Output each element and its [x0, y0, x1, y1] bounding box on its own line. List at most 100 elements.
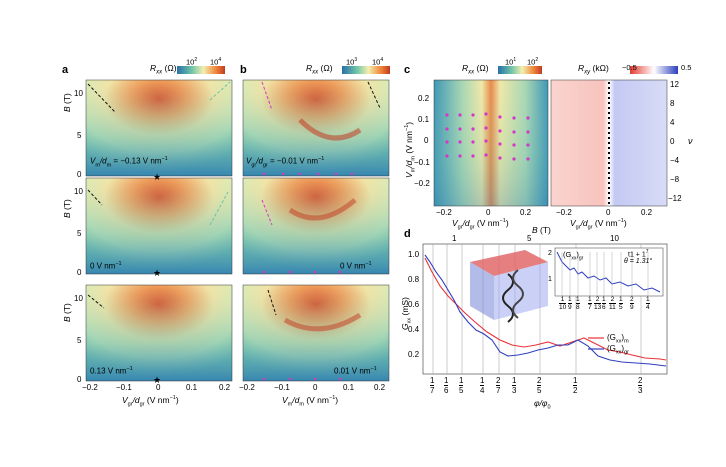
panel-c-right-xtick-1: −0.2 — [556, 208, 572, 217]
panel-c-ytick-4: −0.1 — [414, 158, 430, 167]
panel-a-mid-ytick-5: 5 — [77, 229, 82, 238]
panel-b-xtick-3: 0 — [313, 383, 318, 392]
legend-item-gxx-m: (Gxx)m — [607, 333, 629, 345]
panel-c-y-label: Vm/dm (V nm−1) — [404, 121, 417, 178]
panel-c-right-xtick-2: 0 — [606, 208, 611, 217]
panel-c-ytick-5: −0.2 — [414, 179, 430, 188]
panel-b-xtick-5: 0.2 — [374, 383, 386, 392]
panel-c-right-xtick-3: 0.2 — [641, 208, 653, 217]
panel-a-top-ytick-5: 5 — [77, 131, 82, 140]
panel-a-xtick-5: 0.2 — [219, 383, 231, 392]
panel-a-bot-ytick-0: 0 — [77, 375, 82, 384]
panel-a-colorbar-tick-high: 104 — [210, 57, 222, 67]
panel-d-ytick-2: 0.8 — [408, 275, 420, 284]
panel-a-top-ytick-0: 0 — [77, 170, 82, 179]
panel-c-right-colorbar — [630, 66, 678, 74]
panel-b-xtick-1: −0.2 — [239, 383, 255, 392]
panel-a-bot-ytick-5: 5 — [77, 336, 82, 345]
panel-a-xtick-1: −0.2 — [82, 383, 98, 392]
panel-d-top-axis-label: B (T) — [532, 225, 551, 235]
panel-c-left-xtick-1: −0.2 — [436, 208, 452, 217]
panel-a-mid-ytick-0: 0 — [77, 268, 82, 277]
inset-frac-1: 1 10 — [559, 296, 567, 311]
panel-d-top-tick-2: 5 — [527, 234, 532, 243]
inset-twist-label: t1 + 17 — [628, 249, 649, 259]
panel-b-colorbar-tick-high: 104 — [372, 57, 384, 67]
panel-b-colorbar-tick-low: 103 — [346, 57, 358, 67]
panel-c-plots — [433, 79, 668, 207]
panel-c-right-cb-tick-low: −0.5 — [622, 63, 637, 72]
panel-letter-d: d — [404, 228, 411, 240]
panel-a-colorbar — [177, 66, 225, 74]
inset-ytick-1: 1 — [548, 276, 552, 283]
panel-d-plot — [422, 243, 668, 375]
panel-c-nu-tick-6: −8 — [670, 175, 680, 184]
panel-a-plots: ★ ★ ★ — [85, 79, 233, 385]
panel-c-right-x-label: Vgr/dgr (V nm−1) — [570, 218, 627, 231]
panel-c-right-cb-tick-high: 0.5 — [681, 63, 692, 72]
panel-c-left-x-label: Vgr/dgr (V nm−1) — [452, 218, 509, 231]
panel-c-nu-label: ν — [688, 136, 693, 146]
panel-b-mid-field-label: 0 V nm−1 — [340, 261, 372, 271]
panel-b-colorbar — [342, 66, 390, 74]
panel-c-nu-tick-2: 8 — [670, 99, 675, 108]
panel-c-right-colorbar-title: Rxy (kΩ) — [578, 63, 609, 76]
panel-a-y-label-top: B (T) — [62, 93, 72, 112]
svg-text:★: ★ — [153, 268, 161, 278]
panel-c-nu-tick-1: 12 — [670, 80, 679, 89]
panel-letter-a: a — [62, 64, 69, 76]
panel-c-nu-tick-4: 0 — [670, 137, 675, 146]
svg-text:★: ★ — [153, 172, 161, 182]
panel-b-top-field-label: Vgr/dgr = −0.01 V nm−1 — [246, 156, 325, 169]
panel-c-nu-tick-3: 4 — [670, 118, 675, 127]
panel-c-left-colorbar-title: Rxx (Ω) — [462, 63, 489, 76]
legend-item-gxx-gr: (Gxx)gr — [607, 344, 629, 356]
panel-d-top-tick-1: 1 — [452, 234, 457, 243]
panel-a-mid-ytick-10: 10 — [74, 187, 83, 196]
panel-letter-b: b — [240, 64, 247, 76]
panel-c-nu-tick-7: −12 — [668, 194, 682, 203]
panel-c-left-xtick-2: 0 — [486, 208, 491, 217]
panel-c-ytick-1: 0.2 — [418, 94, 430, 103]
inset-frac-7: 2 11 — [609, 296, 616, 311]
panel-c-left-colorbar — [498, 66, 542, 74]
panel-b-xtick-2: −0.1 — [274, 383, 290, 392]
panel-a-top-field-label: Vm/dm = −0.13 V nm−1 — [90, 156, 168, 169]
panel-b-bot-field-label: 0.01 V nm−1 — [334, 366, 377, 376]
panel-a-top-ytick-10: 10 — [74, 89, 83, 98]
panel-b-plots — [242, 79, 390, 382]
inset-frac-5: 2 13 — [594, 296, 602, 311]
panel-letter-c: c — [404, 64, 411, 76]
panel-d-top-tick-3: 10 — [610, 234, 619, 243]
panel-c-left-cb-tick-low: 101 — [505, 57, 517, 67]
panel-c-ytick-3: 0 — [424, 136, 429, 145]
panel-d-ytick-3: 0.6 — [408, 300, 420, 309]
panel-d-ytick-1: 1.0 — [408, 250, 420, 259]
panel-c-left-xtick-3: 0.2 — [520, 208, 532, 217]
panel-b-x-label: Vm/dm (V nm−1) — [282, 395, 339, 408]
panel-a-y-label-bot: B (T) — [62, 303, 72, 322]
panel-a-colorbar-tick-low: 102 — [186, 57, 198, 67]
panel-c-nu-tick-5: −4 — [670, 156, 680, 165]
panel-a-colorbar-title: Rxx (Ω) — [150, 63, 177, 76]
svg-text:★: ★ — [153, 375, 161, 385]
moire-lattice-illustration — [470, 250, 548, 323]
panel-d-ytick-4: 0.4 — [408, 325, 420, 334]
panel-c-ytick-2: 0.1 — [418, 115, 430, 124]
inset-ytick-2: 2 — [548, 250, 552, 257]
panel-a-xtick-3: 0 — [156, 383, 161, 392]
